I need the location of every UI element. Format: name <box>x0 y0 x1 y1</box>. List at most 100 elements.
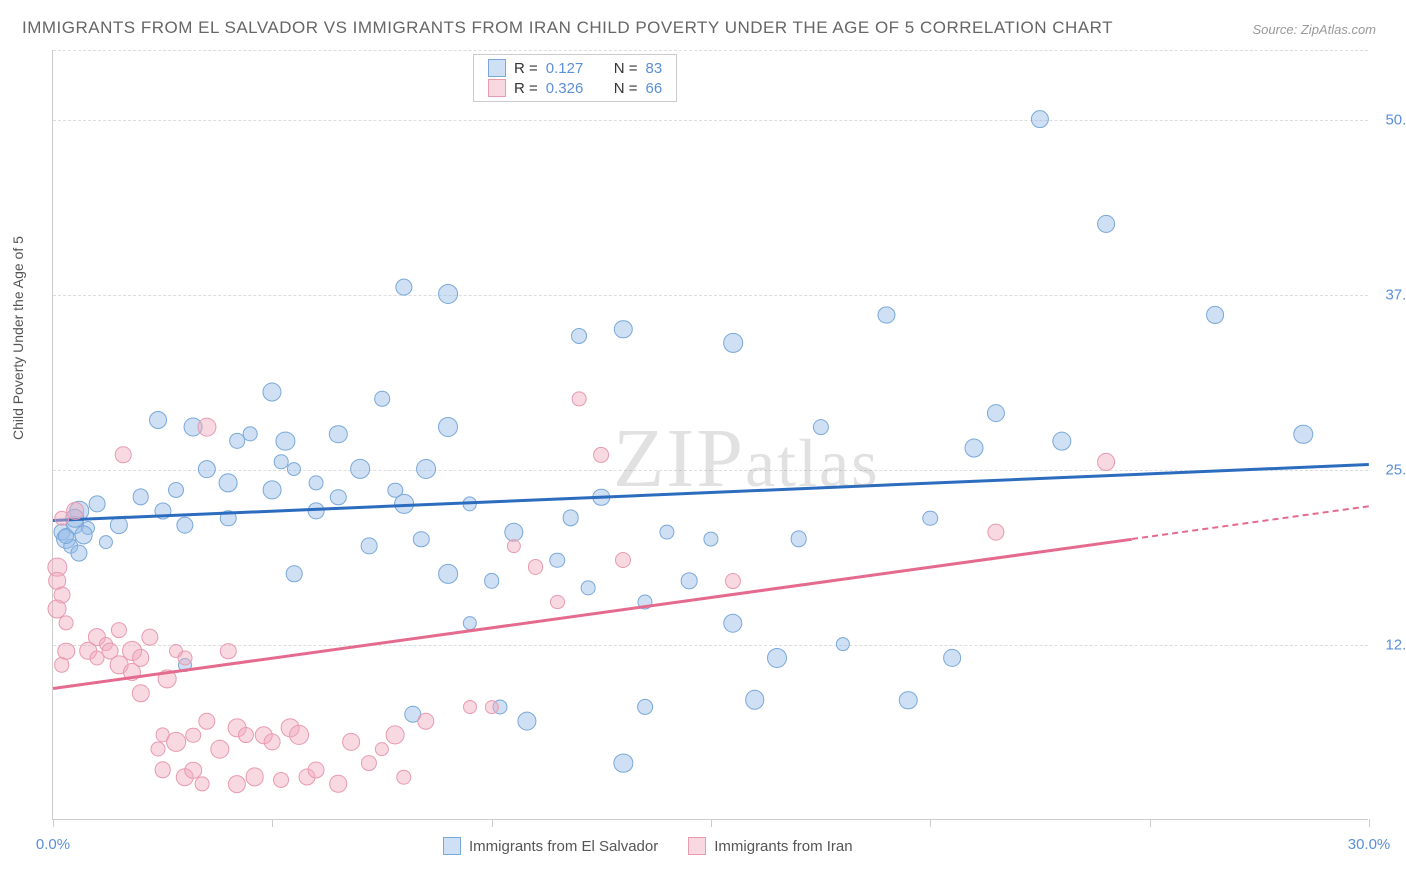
scatter-point <box>264 734 281 751</box>
scatter-point <box>899 691 918 710</box>
scatter-point <box>238 727 254 743</box>
scatter-point <box>289 725 309 745</box>
scatter-point <box>210 739 229 758</box>
scatter-point <box>462 497 477 512</box>
scatter-point <box>572 392 587 407</box>
scatter-point <box>660 524 675 539</box>
legend-series-label: Immigrants from Iran <box>714 838 852 855</box>
scatter-point <box>723 333 743 353</box>
chart-title: IMMIGRANTS FROM EL SALVADOR VS IMMIGRANT… <box>22 18 1113 38</box>
x-tick <box>1150 819 1151 827</box>
scatter-point <box>484 573 500 589</box>
trend-line <box>53 463 1369 521</box>
legend-swatch <box>443 837 461 855</box>
scatter-point <box>1052 431 1071 450</box>
scatter-point <box>528 559 544 575</box>
scatter-point <box>245 768 264 787</box>
legend-series-label: Immigrants from El Salvador <box>469 838 658 855</box>
trend-line <box>53 538 1132 690</box>
scatter-point <box>396 769 411 784</box>
scatter-point <box>395 278 412 295</box>
scatter-point <box>195 777 210 792</box>
scatter-point <box>374 391 390 407</box>
scatter-point <box>681 573 698 590</box>
legend-n-value: 83 <box>646 60 663 77</box>
legend-r-value: 0.127 <box>546 60 606 77</box>
x-tick <box>272 819 273 827</box>
scatter-point <box>923 510 938 525</box>
scatter-point <box>132 684 150 702</box>
scatter-point <box>637 699 653 715</box>
legend-swatch <box>688 837 706 855</box>
scatter-point <box>243 427 258 442</box>
scatter-point <box>438 284 458 304</box>
scatter-point <box>835 637 849 651</box>
legend-r-value: 0.326 <box>546 80 606 97</box>
scatter-point <box>581 581 596 596</box>
scatter-point <box>438 417 458 437</box>
scatter-point <box>220 643 236 659</box>
x-tick <box>711 819 712 827</box>
gridline-horizontal <box>53 295 1368 296</box>
scatter-point <box>166 732 186 752</box>
scatter-point <box>438 564 458 584</box>
y-tick-label: 50.0% <box>1372 112 1406 129</box>
y-tick-label: 12.5% <box>1372 637 1406 654</box>
scatter-point <box>132 489 149 506</box>
source-credit: Source: ZipAtlas.com <box>1252 22 1376 37</box>
scatter-point <box>1207 306 1225 324</box>
legend-series-item: Immigrants from Iran <box>688 837 852 855</box>
scatter-point <box>111 622 127 638</box>
scatter-point <box>330 489 346 505</box>
scatter-point <box>550 552 566 568</box>
scatter-point <box>197 417 216 436</box>
legend-stats-row: R = 0.127N = 83 <box>488 59 662 77</box>
scatter-point <box>593 447 609 463</box>
scatter-point <box>132 649 150 667</box>
scatter-point <box>342 733 360 751</box>
scatter-point <box>57 642 75 660</box>
scatter-point <box>168 482 184 498</box>
scatter-point <box>703 531 718 546</box>
y-tick-label: 25.0% <box>1372 462 1406 479</box>
scatter-point <box>417 712 434 729</box>
gridline-horizontal <box>53 645 1368 646</box>
scatter-point <box>360 538 377 555</box>
scatter-point <box>186 727 202 743</box>
scatter-point <box>350 459 370 479</box>
scatter-point <box>375 742 389 756</box>
scatter-point <box>115 447 132 464</box>
scatter-point <box>416 459 436 479</box>
scatter-point <box>273 772 289 788</box>
scatter-point <box>790 531 807 548</box>
plot-area: ZIPatlas R = 0.127N = 83R = 0.326N = 66 … <box>52 50 1368 820</box>
scatter-point <box>943 649 961 667</box>
x-tick <box>53 819 54 827</box>
legend-stats-row: R = 0.326N = 66 <box>488 79 662 97</box>
scatter-point <box>198 712 215 729</box>
scatter-point <box>263 481 282 500</box>
scatter-point <box>767 648 787 668</box>
scatter-point <box>286 566 303 583</box>
y-tick-label: 37.5% <box>1372 287 1406 304</box>
scatter-point <box>287 462 301 476</box>
scatter-point <box>219 474 238 493</box>
scatter-point <box>745 690 765 710</box>
legend-series-item: Immigrants from El Salvador <box>443 837 658 855</box>
scatter-point <box>151 742 166 757</box>
scatter-point <box>614 753 633 772</box>
scatter-point <box>59 616 74 631</box>
scatter-point <box>463 700 477 714</box>
legend-n-value: 66 <box>646 80 663 97</box>
scatter-point <box>309 476 324 491</box>
scatter-point <box>74 525 93 544</box>
x-tick <box>1369 819 1370 827</box>
chart-container: IMMIGRANTS FROM EL SALVADOR VS IMMIGRANT… <box>0 0 1406 892</box>
scatter-point <box>99 535 113 549</box>
scatter-point <box>361 755 377 771</box>
legend-swatch <box>488 59 506 77</box>
scatter-point <box>263 382 282 401</box>
gridline-horizontal <box>53 50 1368 51</box>
scatter-point <box>176 516 193 533</box>
scatter-point <box>517 711 536 730</box>
